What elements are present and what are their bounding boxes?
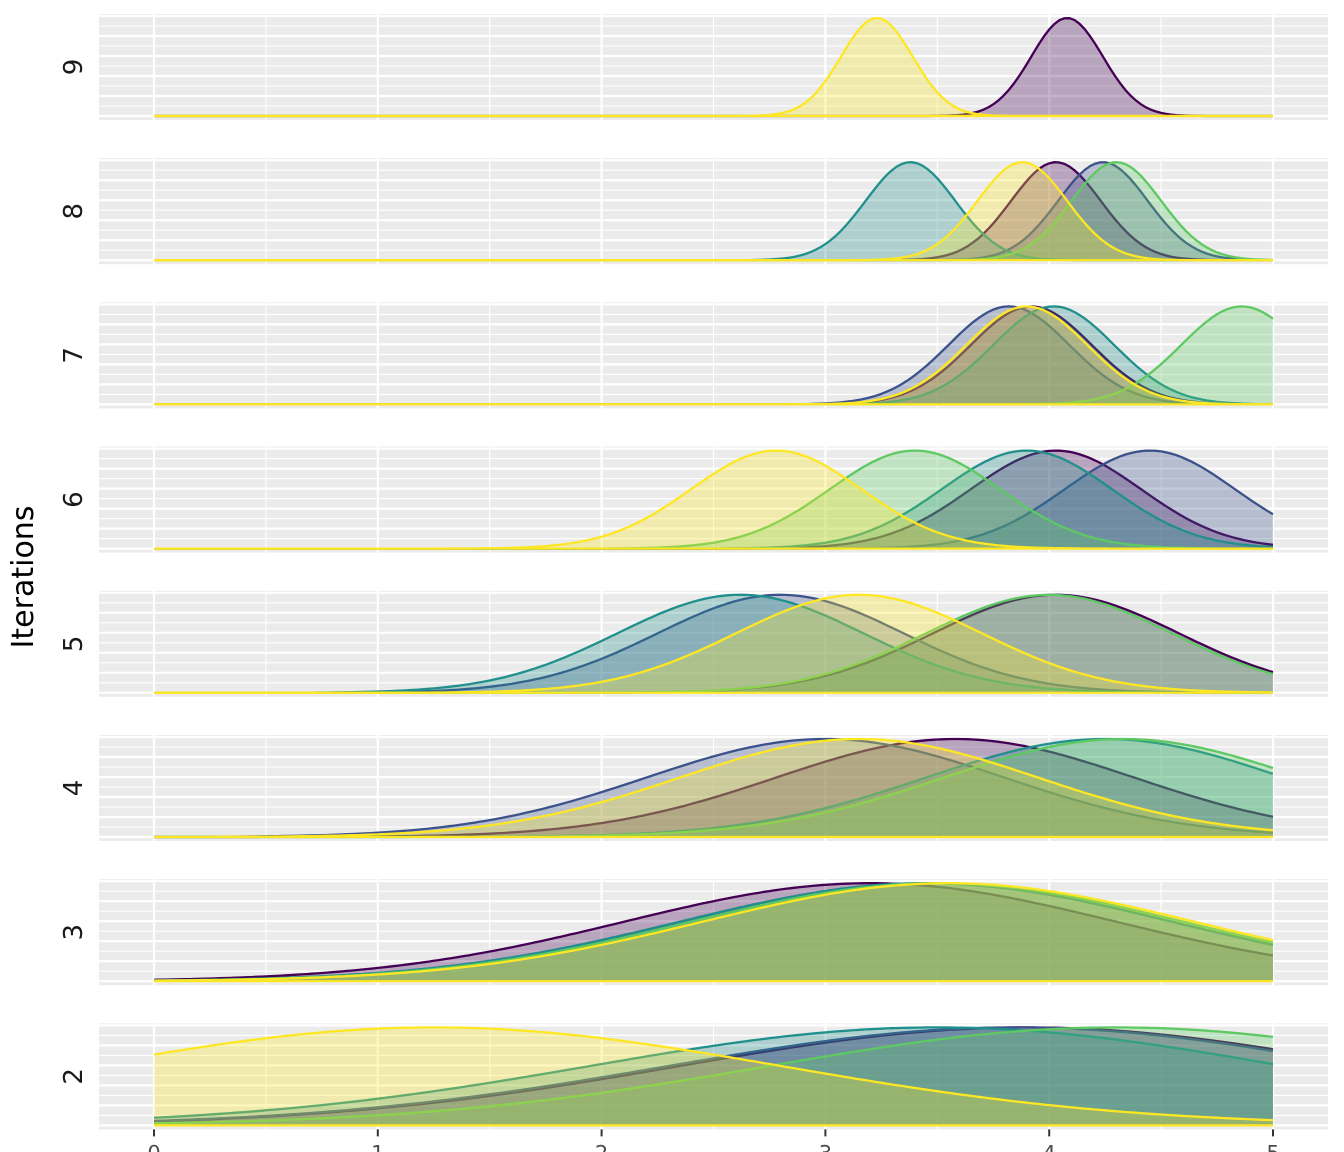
density-area-series-4 — [154, 306, 1273, 405]
density-curve-series-2 — [153, 1026, 1274, 1119]
x-tick-label: 5 — [1266, 1141, 1279, 1152]
density-area-series-1 — [154, 306, 1273, 405]
panel-label: 2 — [59, 1068, 89, 1085]
x-tick-label: 2 — [595, 1141, 608, 1152]
density-curve-series-0 — [153, 882, 1274, 981]
density-curve-series-1 — [153, 1026, 1274, 1123]
density-area-series-1 — [154, 739, 1273, 837]
density-area-series-1 — [154, 450, 1273, 549]
x-axis: 0 1 2 3 4 5 — [147, 1129, 1280, 1152]
panel-3: 3 — [59, 879, 1328, 986]
panel-7: 7 — [59, 302, 1328, 409]
density-area-series-0 — [154, 883, 1273, 982]
density-curve-series-4 — [153, 882, 1274, 982]
panel-6: 6 — [59, 446, 1328, 553]
panels: 9 8 7 6 5 4 3 2 — [59, 14, 1328, 1130]
panel-label: 4 — [59, 780, 89, 797]
panel-2: 2 — [59, 1023, 1328, 1130]
density-area-series-4 — [154, 1027, 1273, 1126]
panel-9: 9 — [59, 14, 1328, 120]
density-area-series-0 — [154, 594, 1273, 693]
density-area-series-3 — [154, 306, 1273, 405]
density-area-series-3 — [154, 594, 1273, 693]
panel-5: 5 — [59, 590, 1328, 697]
density-area-series-3 — [154, 450, 1273, 549]
density-area-series-2 — [154, 883, 1273, 982]
x-tick-label: 3 — [819, 1141, 832, 1152]
density-area-series-0 — [154, 162, 1273, 261]
density-curve-series-3 — [153, 1026, 1274, 1125]
density-area-series-3 — [154, 162, 1273, 261]
density-curve-series-4 — [153, 1026, 1274, 1122]
density-area-series-2 — [154, 450, 1273, 549]
panel-label: 8 — [59, 203, 89, 220]
density-area-series-2 — [154, 306, 1273, 405]
density-area-series-1 — [154, 162, 1273, 261]
panel-label: 5 — [59, 636, 89, 653]
density-area-series-1 — [154, 883, 1273, 982]
density-area-series-4 — [154, 883, 1273, 982]
panel-label: 7 — [59, 347, 89, 364]
density-area-series-4 — [154, 450, 1273, 549]
panel-label: 9 — [59, 59, 89, 76]
panel-4: 4 — [59, 735, 1328, 841]
density-curve-series-4 — [154, 737, 1274, 839]
x-tick-label: 4 — [1043, 1141, 1056, 1152]
x-tick-label: 0 — [147, 1141, 160, 1152]
density-area-series-4 — [154, 162, 1273, 261]
panel-8: 8 — [59, 158, 1328, 265]
density-area-series-0 — [154, 306, 1273, 405]
panel-label: 3 — [59, 924, 89, 941]
panel-label: 6 — [59, 491, 89, 508]
density-area-series-0 — [154, 18, 1273, 117]
density-area-series-4 — [154, 594, 1273, 693]
x-tick-label: 1 — [371, 1141, 384, 1152]
y-axis-title: Iterations — [6, 506, 41, 649]
density-area-series-3 — [154, 883, 1273, 982]
